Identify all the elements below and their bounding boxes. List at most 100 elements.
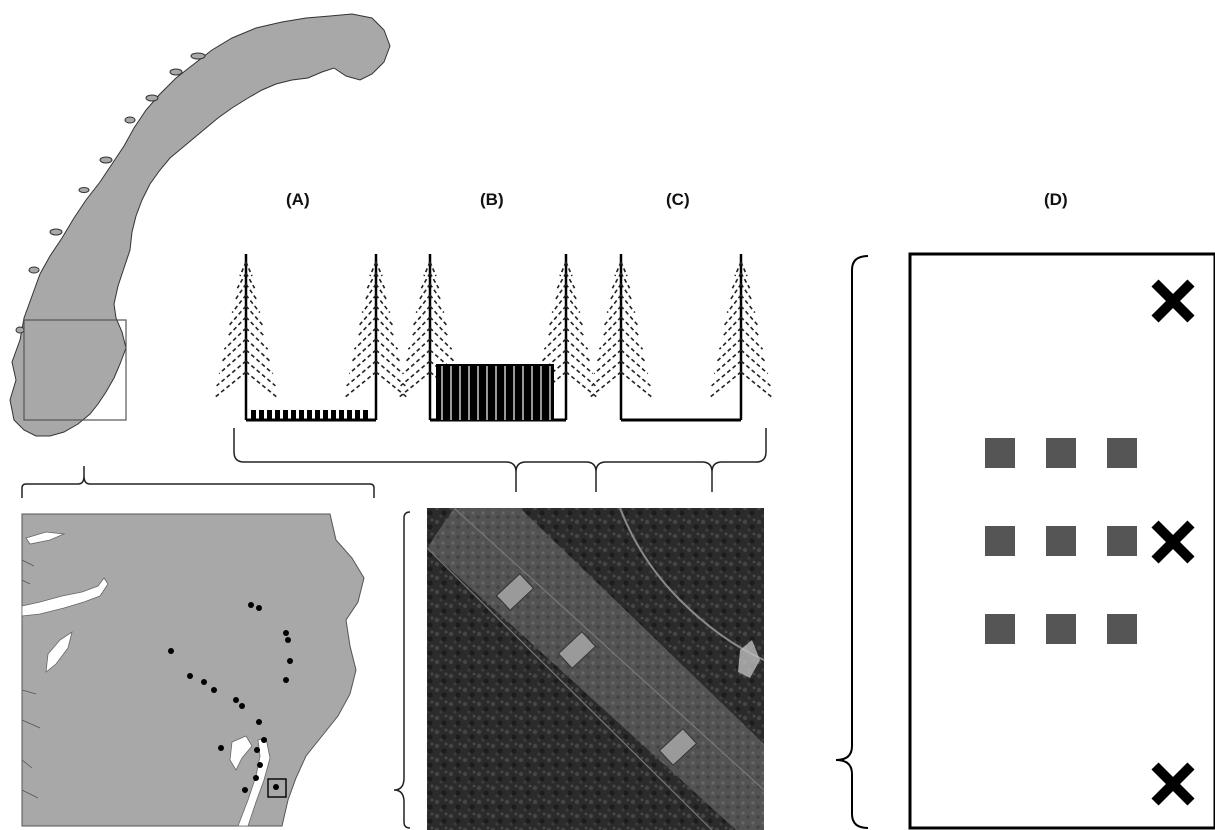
plot-square (1046, 614, 1076, 644)
site-dot (256, 605, 262, 611)
island (124, 116, 136, 124)
conifer-tree (708, 254, 774, 420)
clearcut-edge (426, 507, 765, 830)
slash-block (251, 410, 256, 420)
site-dot (283, 677, 289, 683)
slash-block (323, 410, 328, 420)
treatment-schematics (213, 254, 774, 420)
slash-block (283, 410, 288, 420)
island (28, 266, 40, 274)
slash-block (267, 410, 272, 420)
island (169, 68, 183, 76)
conifer-tree (533, 254, 599, 420)
slash-block (331, 410, 336, 420)
plot-square (1107, 526, 1137, 556)
island (145, 94, 159, 102)
schematic-a (246, 410, 376, 422)
coast-detail (21, 559, 41, 799)
oslofjord (237, 737, 271, 827)
slash-block (363, 410, 368, 420)
plot-square (1107, 438, 1137, 468)
site-dot (233, 697, 239, 703)
region-landmass (21, 513, 365, 827)
brace-panel-d (835, 255, 869, 829)
conifer-tree (397, 254, 463, 420)
conifer-tree (213, 254, 279, 420)
cross-marker (1151, 520, 1195, 564)
label-panel-c: (C) (666, 190, 690, 209)
slash-layer-low (251, 410, 368, 420)
plot-square (1046, 438, 1076, 468)
label-panel-b: (B) (480, 190, 504, 209)
slash-block (315, 410, 320, 420)
site-dot (285, 637, 291, 643)
sample-plot (495, 573, 535, 611)
plot-grid (985, 438, 1137, 644)
site-dot (239, 703, 245, 709)
site-dot (257, 762, 263, 768)
site-dot (253, 775, 259, 781)
island (78, 187, 90, 193)
tree-branches (343, 261, 409, 399)
cross-marker (1151, 279, 1195, 323)
tree-branches (213, 261, 279, 399)
slash-block (291, 410, 296, 420)
site-dot (261, 737, 267, 743)
tree-branches (533, 261, 599, 399)
site-dot (201, 679, 207, 685)
island (49, 228, 63, 236)
forest-road (619, 507, 765, 661)
slash-block (339, 410, 344, 420)
label-panel-d: (D) (1044, 190, 1068, 209)
norway-map (9, 13, 391, 437)
brace-treatments (233, 428, 767, 492)
plot-square (985, 614, 1015, 644)
region-map (21, 513, 365, 827)
slash-block (307, 410, 312, 420)
fjord (25, 531, 66, 545)
slash-pile-stripes (441, 366, 551, 420)
study-sites (168, 602, 293, 793)
site-dot (254, 747, 260, 753)
conifer-tree (343, 254, 409, 420)
study-region-box (23, 319, 127, 421)
island (190, 52, 206, 60)
brace-region (21, 466, 375, 498)
island (15, 326, 25, 334)
cross-markers (1151, 279, 1195, 806)
site-dot (287, 658, 293, 664)
site-dot (248, 602, 254, 608)
slash-pile-high (436, 364, 554, 420)
slash-block (355, 410, 360, 420)
site-dot (168, 648, 174, 654)
tree-branches (397, 261, 463, 399)
sample-plot (557, 631, 597, 669)
island (99, 156, 113, 164)
slash-block (299, 410, 304, 420)
site-dot (218, 745, 224, 751)
slash-block (275, 410, 280, 420)
lake (229, 735, 253, 771)
label-panel-a: (A) (286, 190, 310, 209)
plot-square (985, 526, 1015, 556)
conifer-tree (588, 254, 654, 420)
lake (45, 631, 73, 673)
slash-block (259, 410, 264, 420)
plot-square (1107, 614, 1137, 644)
site-dot (283, 630, 289, 636)
cross-marker (1151, 762, 1195, 806)
fjord (21, 577, 109, 617)
site-dot (211, 687, 217, 693)
tree-branches (588, 261, 654, 399)
plot-square (1046, 526, 1076, 556)
tree-branches (708, 261, 774, 399)
site-dot (187, 673, 193, 679)
slash-block (347, 410, 352, 420)
brace-aerial (393, 511, 411, 829)
plot-square (985, 438, 1015, 468)
site-dot (242, 787, 248, 793)
aerial-photo (426, 507, 765, 830)
schematic-b (430, 364, 566, 422)
